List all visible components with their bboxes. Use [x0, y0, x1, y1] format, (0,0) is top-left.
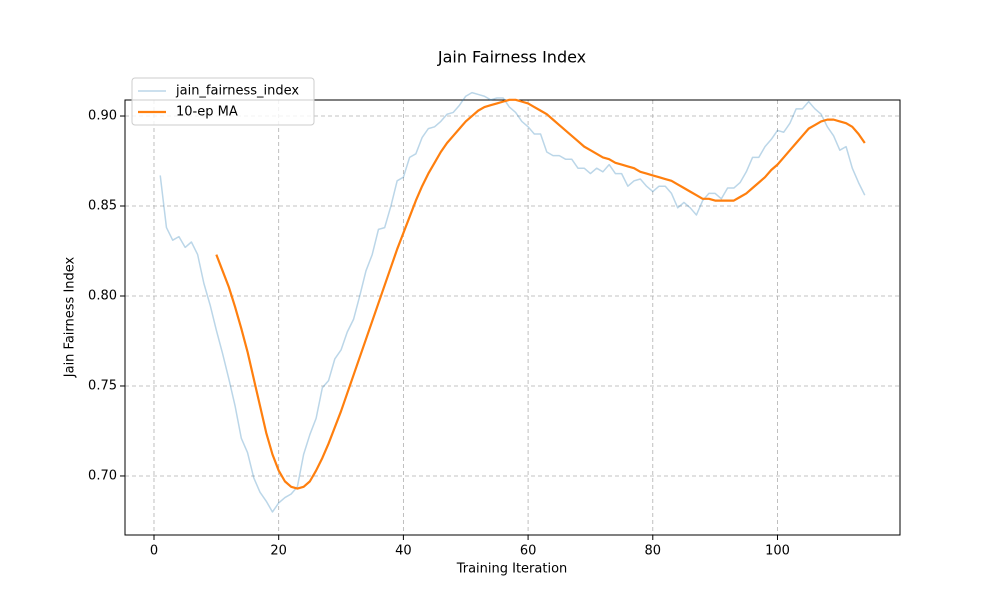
x-tick-label: 60	[520, 544, 537, 559]
legend-label: jain_fairness_index	[175, 84, 299, 99]
y-tick-label: 0.85	[88, 199, 117, 214]
x-axis-label: Training Iteration	[456, 562, 568, 577]
y-tick-label: 0.80	[88, 288, 117, 303]
y-tick-label: 0.90	[88, 109, 117, 124]
x-tick-label: 100	[765, 544, 790, 559]
x-tick-label: 20	[270, 544, 287, 559]
x-tick-label: 40	[395, 544, 412, 559]
x-tick-label: 0	[150, 544, 158, 559]
legend-box	[131, 77, 315, 126]
x-tick-label: 80	[645, 544, 662, 559]
legend-label: 10-ep MA	[176, 105, 238, 120]
y-tick-label: 0.70	[88, 468, 117, 483]
y-tick-label: 0.75	[88, 378, 117, 393]
data-line	[159, 91, 866, 513]
plot-frame	[124, 99, 901, 536]
chart-title: Jain Fairness Index	[437, 48, 586, 67]
data-line	[215, 98, 866, 490]
y-axis-label: Jain Fairness Index	[63, 256, 78, 378]
